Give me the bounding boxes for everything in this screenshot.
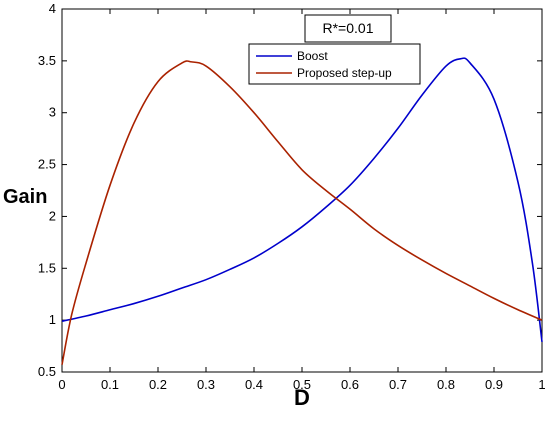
series-layer [61,57,543,365]
x-axis-ticks: 0 0.1 0.2 0.3 0.4 0.5 0.6 0.7 0.8 0.9 1 [58,9,546,392]
x-tick-label: 0.6 [341,377,359,392]
y-tick-label: 3.5 [38,53,56,68]
legend: Boost Proposed step-up [248,43,421,85]
y-tick-label: 1 [49,312,56,327]
y-tick-label: 2 [49,208,56,223]
x-tick-label: 1 [538,377,545,392]
y-tick-label: 1.5 [38,260,56,275]
x-tick-label: 0.5 [293,377,311,392]
x-tick-label: 0.4 [245,377,263,392]
x-tick-label: 0.7 [389,377,407,392]
x-tick-label: 0.1 [101,377,119,392]
y-tick-label: 0.5 [38,364,56,379]
x-tick-label: 0.3 [197,377,215,392]
x-tick-label: 0.2 [149,377,167,392]
legend-label-proposed-step-up: Proposed step-up [297,66,392,80]
x-tick-label: 0.9 [485,377,503,392]
series-line-proposed-step-up [61,60,543,365]
y-axis-label: Gain [3,186,47,208]
x-tick-label: 0.8 [437,377,455,392]
y-tick-label: 4 [49,1,56,16]
annotation-box: R*=0.01 [304,14,392,43]
y-tick-label: 2.5 [38,157,56,172]
annotation-text: R*=0.01 [323,20,374,36]
y-tick-label: 3 [49,105,56,120]
legend-label-boost: Boost [297,49,328,63]
x-tick-label: 0 [58,377,65,392]
y-axis-ticks: 0.5 1 1.5 2 2.5 3 3.5 4 [38,1,542,379]
x-axis-label: D [294,385,310,410]
series-line-boost [61,57,543,343]
